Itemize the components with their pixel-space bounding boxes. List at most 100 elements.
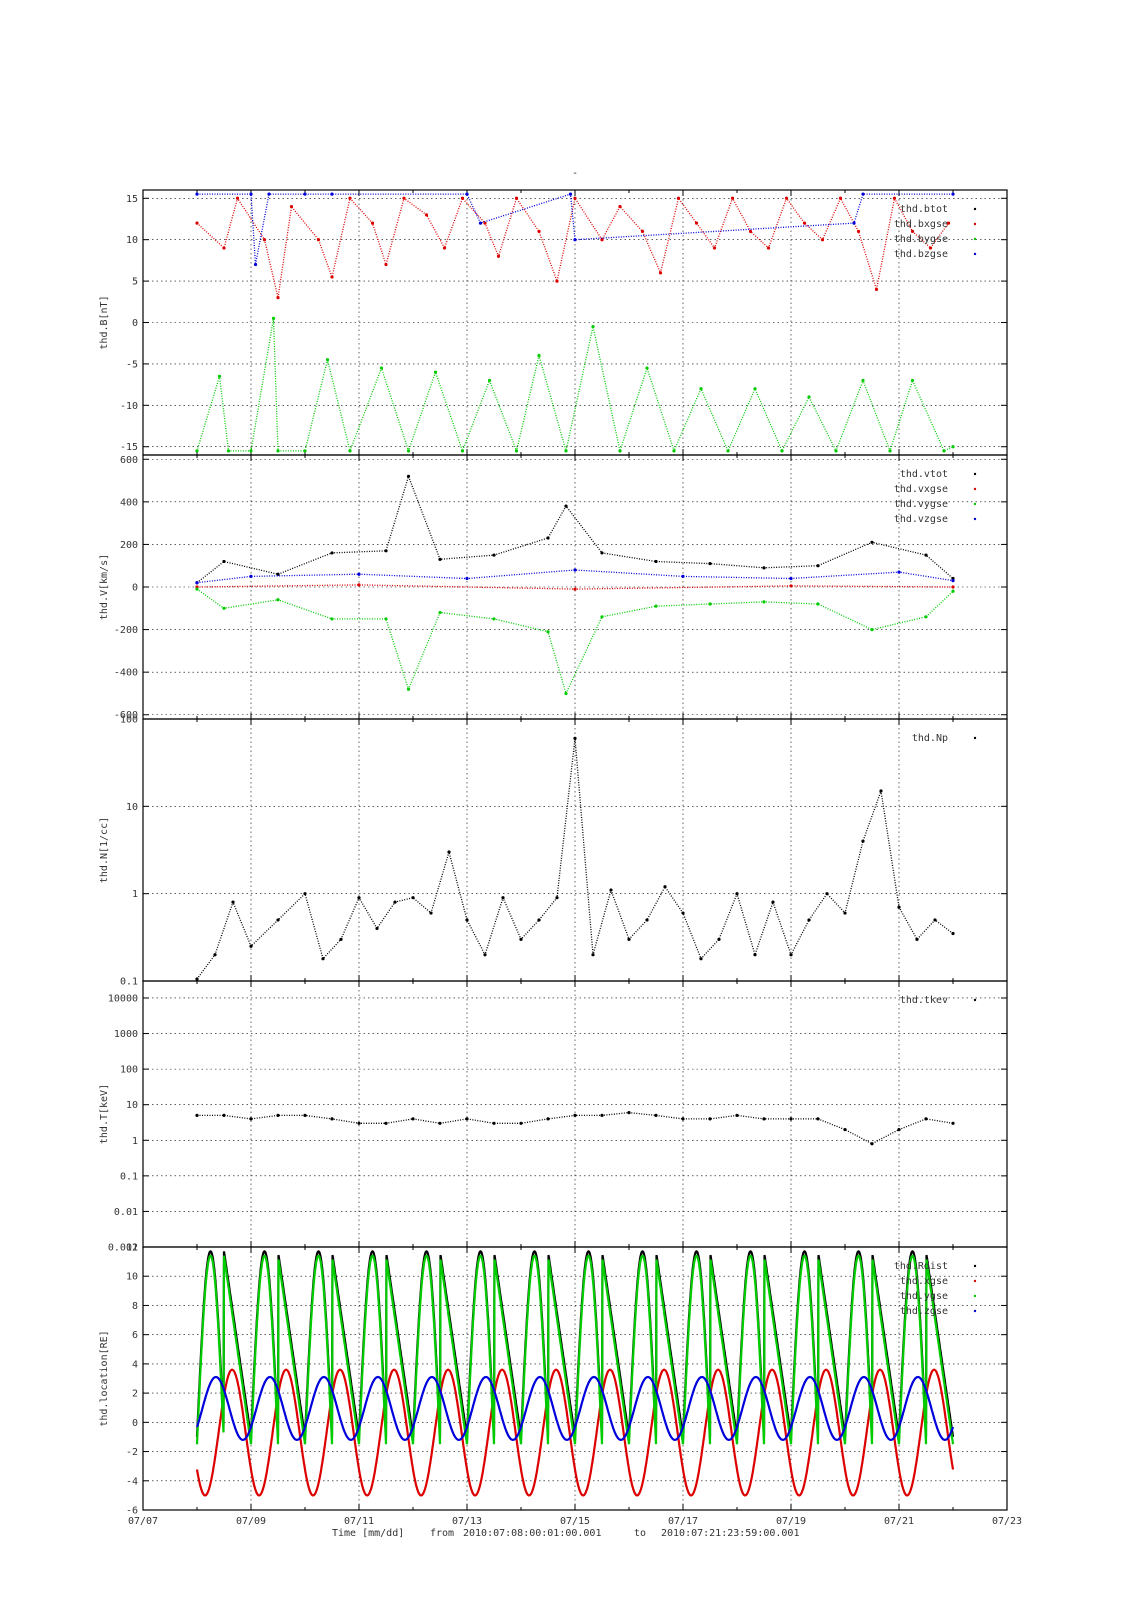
- data-point: [330, 275, 334, 279]
- data-point: [618, 449, 622, 453]
- data-point: [910, 229, 915, 234]
- y-tick-label: 1: [132, 1136, 138, 1147]
- data-point: [249, 574, 253, 578]
- data-point: [591, 325, 595, 329]
- data-point: [375, 926, 379, 931]
- data-point: [276, 1113, 280, 1118]
- data-point: [406, 474, 411, 478]
- data-point: [789, 953, 793, 957]
- data-point: [609, 888, 613, 892]
- data-point: [933, 918, 937, 922]
- data-point: [816, 1117, 820, 1121]
- x-tick-label: 07/19: [776, 1516, 806, 1527]
- y-tick-label: 4: [132, 1359, 138, 1370]
- series-scatter: [196, 318, 954, 454]
- data-point: [465, 918, 469, 922]
- data-point: [951, 445, 955, 449]
- data-point: [897, 905, 901, 909]
- data-point: [573, 1113, 577, 1118]
- data-point: [465, 576, 469, 581]
- data-point: [519, 1121, 523, 1125]
- y-tick-label: 5: [132, 277, 138, 288]
- y-tick-label: 0.001: [108, 1243, 138, 1254]
- data-point: [573, 587, 577, 591]
- y-tick-label: 100: [120, 715, 138, 726]
- data-point: [330, 192, 334, 196]
- data-point: [276, 572, 280, 576]
- x-tick-label: 07/09: [236, 1516, 266, 1527]
- data-point: [249, 192, 253, 196]
- data-point: [568, 192, 573, 196]
- data-point: [501, 896, 505, 900]
- legend-marker: [973, 998, 977, 1002]
- data-point: [303, 1113, 307, 1118]
- data-point: [303, 892, 307, 896]
- data-point: [303, 192, 307, 196]
- y-axis-label: thd.V[km/s]: [99, 554, 110, 620]
- data-point: [924, 1117, 928, 1121]
- data-point: [330, 617, 334, 621]
- data-point: [537, 918, 541, 922]
- data-point: [694, 221, 699, 225]
- y-tick-label: 6: [132, 1330, 138, 1341]
- panel-v-velocity: 600 400 200 0 -200 -400 -600 thd.V[km/s] thd.vto…: [99, 454, 1008, 721]
- data-point: [888, 449, 892, 453]
- data-point: [681, 911, 685, 915]
- data-point: [514, 196, 519, 200]
- data-point: [645, 918, 649, 922]
- x-tick-label: 07/23: [992, 1516, 1022, 1527]
- data-point: [411, 1117, 415, 1121]
- x-tick-label: 07/17: [668, 1516, 698, 1527]
- data-point: [564, 691, 568, 696]
- series-scatter: [196, 196, 950, 298]
- y-tick-label: 0.1: [120, 977, 138, 988]
- data-point: [253, 262, 258, 267]
- data-point: [870, 627, 874, 632]
- data-point: [789, 584, 793, 588]
- data-point: [357, 1121, 361, 1125]
- data-point: [537, 229, 541, 234]
- data-point: [762, 600, 766, 604]
- data-point: [330, 1117, 334, 1121]
- data-point: [465, 1117, 469, 1121]
- y-tick-label: 15: [126, 194, 138, 205]
- y-tick-label: 12: [126, 1243, 138, 1254]
- x-tick-label: 07/07: [128, 1516, 158, 1527]
- data-point: [487, 378, 492, 383]
- series-scatter: [196, 474, 954, 584]
- data-point: [492, 617, 496, 621]
- data-point: [951, 585, 955, 589]
- data-point: [600, 615, 604, 619]
- data-point: [357, 572, 361, 576]
- legend-marker: [973, 1279, 977, 1283]
- data-point: [406, 449, 411, 453]
- legend-entry: thd.vxgse: [894, 484, 948, 495]
- data-point: [951, 1121, 955, 1125]
- data-point: [870, 1142, 874, 1146]
- data-point: [816, 564, 820, 568]
- y-tick-label: -2: [126, 1447, 138, 1458]
- data-point: [424, 213, 429, 217]
- data-point: [393, 900, 397, 904]
- y-tick-label: -600: [114, 710, 138, 721]
- y-tick-label: -15: [120, 442, 138, 453]
- data-point: [618, 204, 622, 209]
- data-point: [924, 553, 928, 557]
- data-point: [384, 617, 388, 621]
- data-point: [195, 449, 199, 453]
- y-tick-label: 100: [120, 1065, 138, 1076]
- data-point: [222, 559, 226, 564]
- data-point: [771, 900, 775, 904]
- data-point: [951, 589, 955, 593]
- data-point: [861, 378, 865, 383]
- y-tick-label: -6: [126, 1506, 138, 1517]
- data-point: [384, 1121, 388, 1125]
- data-point: [910, 378, 915, 383]
- legend-marker: [973, 252, 977, 256]
- footer-to-label: to: [634, 1528, 646, 1539]
- x-tick-label: 07/15: [560, 1516, 590, 1527]
- data-point: [654, 559, 658, 564]
- series-line: [195, 1254, 955, 1445]
- data-point: [802, 221, 807, 225]
